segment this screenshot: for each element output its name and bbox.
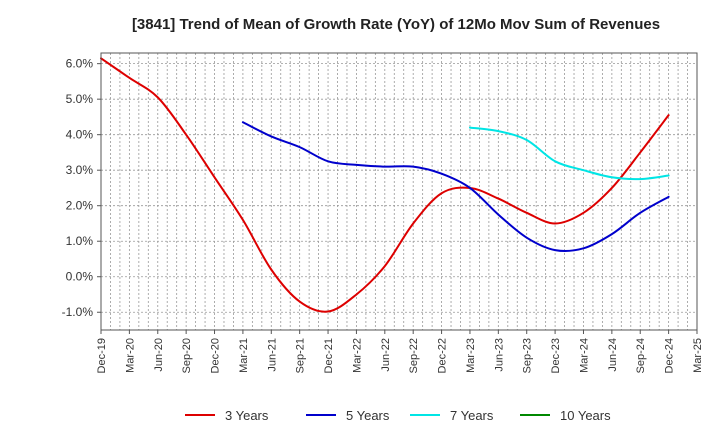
x-tick-label: Sep-21	[295, 338, 307, 373]
legend-label-10-years: 10 Years	[560, 408, 611, 423]
x-tick-label: Dec-20	[210, 338, 222, 373]
y-tick-label: 2.0%	[66, 199, 94, 213]
y-tick-label: -1.0%	[62, 305, 94, 319]
chart-title: [3841] Trend of Mean of Growth Rate (YoY…	[132, 16, 660, 33]
x-tick-label: Jun-24	[607, 338, 619, 372]
y-axis-ticks: 6.0% 5.0% 4.0% 3.0% 2.0% 1.0% 0.0% -1.0%	[62, 57, 101, 319]
x-tick-label: Dec-21	[323, 338, 335, 373]
x-tick-label: Sep-24	[635, 338, 647, 373]
x-tick-label: Jun-21	[266, 338, 278, 372]
plot-area-frame	[100, 52, 698, 331]
x-tick-label: Dec-23	[550, 338, 562, 373]
x-tick-label: Sep-20	[181, 338, 193, 373]
series-line-7-years	[468, 126, 670, 181]
series-line-3-years	[100, 57, 670, 313]
y-tick-label: 3.0%	[66, 163, 94, 177]
x-tick-label: Jun-23	[493, 338, 505, 372]
legend: 3 Years 5 Years 7 Years 10 Years	[185, 408, 611, 423]
x-axis-ticks: Dec-19 Mar-20 Jun-20 Sep-20 Dec-20 Mar-21 Jun-…	[96, 330, 704, 373]
series-line-5-years	[241, 121, 670, 253]
y-tick-label: 1.0%	[66, 234, 94, 248]
x-tick-label: Jun-20	[153, 338, 165, 372]
legend-label-5-years: 5 Years	[346, 408, 390, 423]
x-tick-label: Dec-22	[437, 338, 449, 373]
x-tick-label: Mar-22	[351, 338, 363, 373]
y-tick-label: 0.0%	[66, 270, 94, 284]
series-layer	[100, 57, 670, 313]
legend-label-7-years: 7 Years	[450, 408, 494, 423]
x-tick-label: Mar-24	[578, 338, 590, 373]
x-tick-label: Dec-19	[96, 338, 108, 373]
legend-label-3-years: 3 Years	[225, 408, 269, 423]
x-tick-label: Dec-24	[664, 338, 676, 373]
y-tick-label: 6.0%	[66, 57, 94, 71]
x-tick-label: Mar-25	[692, 338, 704, 373]
x-tick-label: Jun-22	[380, 338, 392, 372]
x-tick-label: Sep-22	[408, 338, 420, 373]
y-tick-label: 5.0%	[66, 92, 94, 106]
y-tick-label: 4.0%	[66, 128, 94, 142]
x-tick-label: Mar-20	[124, 338, 136, 373]
x-tick-label: Sep-23	[522, 338, 534, 373]
x-tick-label: Mar-21	[238, 338, 250, 373]
x-tick-label: Mar-23	[465, 338, 477, 373]
